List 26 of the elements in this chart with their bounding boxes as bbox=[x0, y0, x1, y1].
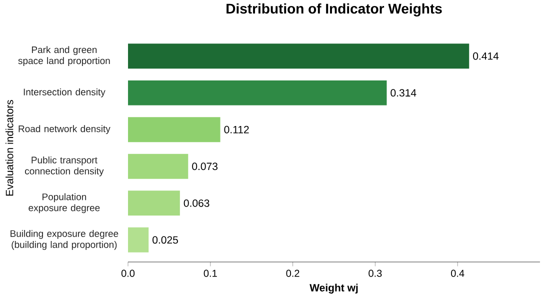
bar bbox=[128, 154, 188, 179]
y-tick-label: Intersection density bbox=[24, 88, 106, 98]
x-tick-label: 0.1 bbox=[204, 270, 217, 277]
data-label: 0.025 bbox=[152, 236, 178, 244]
bar bbox=[128, 80, 387, 106]
data-label: 0.073 bbox=[192, 162, 218, 170]
bar bbox=[128, 117, 220, 142]
bar bbox=[128, 44, 470, 69]
y-tick-label: Road network density bbox=[18, 125, 110, 134]
bar bbox=[128, 190, 180, 216]
y-tick-label: Building exposure degree (building land proportion) bbox=[10, 230, 118, 250]
data-label: 0.063 bbox=[184, 199, 210, 207]
x-tick-label: 0.2 bbox=[286, 270, 300, 277]
y-tick-label: Park and green space land proportion bbox=[18, 46, 110, 66]
x-tick-label: 0.4 bbox=[451, 270, 464, 277]
y-axis-title: Evaluation indicators bbox=[6, 100, 14, 196]
y-tick-label: Population exposure degree bbox=[28, 193, 100, 214]
x-tick-label: 0.3 bbox=[368, 270, 382, 277]
data-label: 0.112 bbox=[224, 126, 249, 134]
data-label: 0.414 bbox=[473, 52, 499, 60]
x-tick-label: 0.0 bbox=[121, 270, 135, 277]
chart-title: Distribution of Indicator Weights bbox=[226, 3, 442, 16]
x-axis-title: Weight wj bbox=[310, 284, 358, 294]
bar bbox=[128, 227, 149, 252]
y-tick-label: Public transport connection density bbox=[25, 156, 104, 176]
data-label: 0.314 bbox=[390, 89, 416, 97]
